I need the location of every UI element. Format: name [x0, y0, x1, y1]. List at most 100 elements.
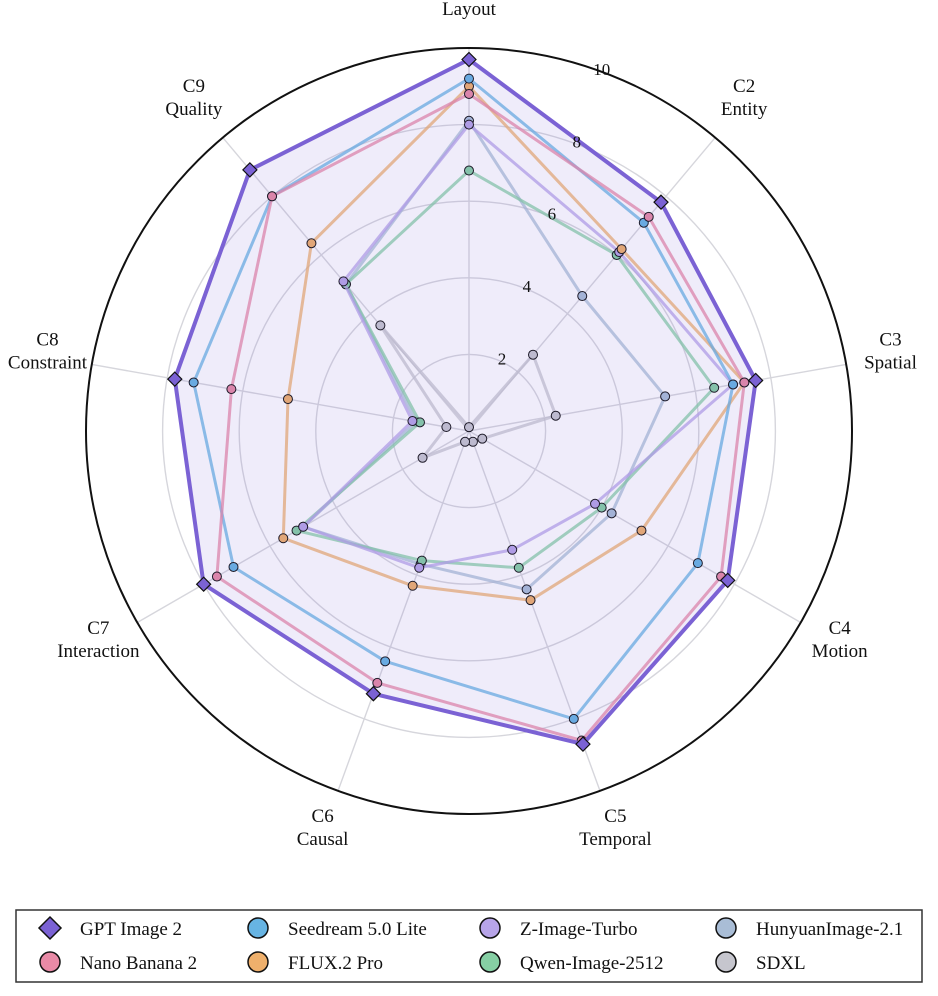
r-tick-label-4: 4: [523, 277, 532, 296]
grid-ring-2: [391, 353, 547, 509]
legend-item: Qwen-Image-2512: [479, 951, 664, 974]
data-point-c9: [338, 276, 349, 287]
data-point-c0: [464, 422, 474, 433]
data-point-c8: [441, 422, 452, 433]
legend-item: SDXL: [715, 951, 806, 974]
data-point-c5: [525, 595, 536, 606]
legend-label: Nano Banana 2: [80, 953, 197, 974]
series-layer: [166, 51, 764, 752]
data-point-c9: [375, 320, 386, 331]
data-point-c0: [464, 165, 474, 176]
legend-item: FLUX.2 Pro: [247, 951, 383, 974]
data-point-c8: [188, 377, 199, 388]
data-point-c7: [211, 571, 222, 582]
data-point-c5: [513, 562, 524, 573]
data-point-c0: [464, 119, 474, 130]
series-line: [215, 92, 746, 742]
series-line: [281, 84, 746, 602]
series-line: [192, 77, 735, 721]
data-point-c6: [460, 436, 471, 447]
data-point-c3: [550, 410, 561, 421]
legend-marker: [247, 917, 269, 939]
legend-item: HunyuanImage-2.1: [715, 917, 903, 940]
data-point-c3: [728, 379, 739, 390]
legend-marker: [37, 915, 63, 941]
legend: GPT Image 2 Nano Banana 2 Seedream 5.0 Lit…: [15, 909, 923, 983]
data-point-c3: [747, 372, 764, 389]
data-point-c5: [568, 713, 579, 724]
grid-ring-6: [238, 200, 700, 662]
legend-item: Z-Image-Turbo: [479, 917, 638, 940]
data-point-c2: [577, 291, 588, 302]
data-point-c9: [306, 238, 317, 249]
legend-label: GPT Image 2: [80, 919, 182, 940]
data-point-c8: [407, 416, 418, 427]
data-point-c7: [417, 452, 428, 463]
data-point-c4: [719, 572, 736, 589]
axis-label-c7: C7 Interaction: [57, 618, 140, 662]
legend-label: Qwen-Image-2512: [520, 953, 664, 974]
r-tick-label-8: 8: [573, 132, 582, 151]
data-point-c9: [267, 191, 278, 202]
series-line: [295, 169, 716, 570]
data-point-c0: [461, 51, 477, 68]
legend-marker: [715, 951, 737, 973]
spoke-c6: [337, 430, 470, 792]
legend-marker: [247, 951, 269, 973]
data-point-c6: [380, 656, 391, 667]
data-point-c7: [298, 521, 309, 532]
r-tick-label-10: 10: [593, 60, 610, 79]
data-point-c5: [575, 736, 591, 752]
axis-label-c9: C9 Quality: [165, 76, 222, 120]
legend-frame: [15, 909, 923, 983]
series-line: [301, 119, 667, 591]
data-point-c5: [521, 584, 532, 595]
legend-marker: [479, 917, 501, 939]
axis-label-c5: C5 Temporal: [579, 806, 652, 850]
spoke-c5: [468, 430, 601, 792]
r-tick-label-6: 6: [548, 205, 557, 224]
series-area: [174, 59, 756, 745]
data-point-c4: [606, 508, 617, 519]
data-point-c0: [464, 73, 474, 84]
series-8: [375, 320, 561, 463]
data-point-c8: [282, 394, 293, 405]
data-point-c9: [242, 162, 258, 178]
data-point-c3: [709, 382, 720, 393]
grid-ring-4: [315, 277, 623, 585]
data-point-c2: [643, 211, 654, 222]
legend-label: SDXL: [756, 953, 806, 974]
spoke-c4: [468, 430, 802, 624]
data-point-c2: [616, 244, 627, 255]
legend-label: HunyuanImage-2.1: [756, 919, 903, 940]
data-point-c8: [226, 384, 237, 395]
data-point-c5: [507, 544, 518, 555]
data-point-c4: [477, 433, 488, 444]
series-4: [278, 81, 750, 606]
data-point-c0: [464, 88, 474, 99]
series-line: [172, 57, 758, 747]
grid-ring-10: [85, 47, 853, 815]
legend-label: Seedream 5.0 Lite: [288, 919, 427, 940]
axis-label-c0: C0Layout: [442, 0, 497, 20]
data-point-c7: [195, 576, 212, 593]
legend-marker: [715, 917, 737, 939]
axis-label-c4: C4 Motion: [812, 618, 868, 662]
axis-label-c6: C6 Causal: [297, 806, 349, 850]
legend-label: Z-Image-Turbo: [520, 919, 638, 940]
data-point-c2: [653, 194, 669, 211]
axis-label-c8: C8 Constraint: [8, 330, 88, 374]
legend-item: GPT Image 2: [37, 915, 182, 941]
data-point-c3: [739, 377, 750, 388]
legend-item: Nano Banana 2: [39, 951, 197, 974]
legend-item: Seedream 5.0 Lite: [247, 917, 427, 940]
data-point-c4: [590, 498, 601, 509]
data-point-c6: [372, 677, 383, 688]
data-point-c8: [166, 371, 183, 387]
spoke-c3: [468, 363, 847, 432]
data-point-c6: [365, 685, 382, 702]
data-point-c7: [228, 561, 239, 572]
legend-marker: [39, 951, 61, 973]
